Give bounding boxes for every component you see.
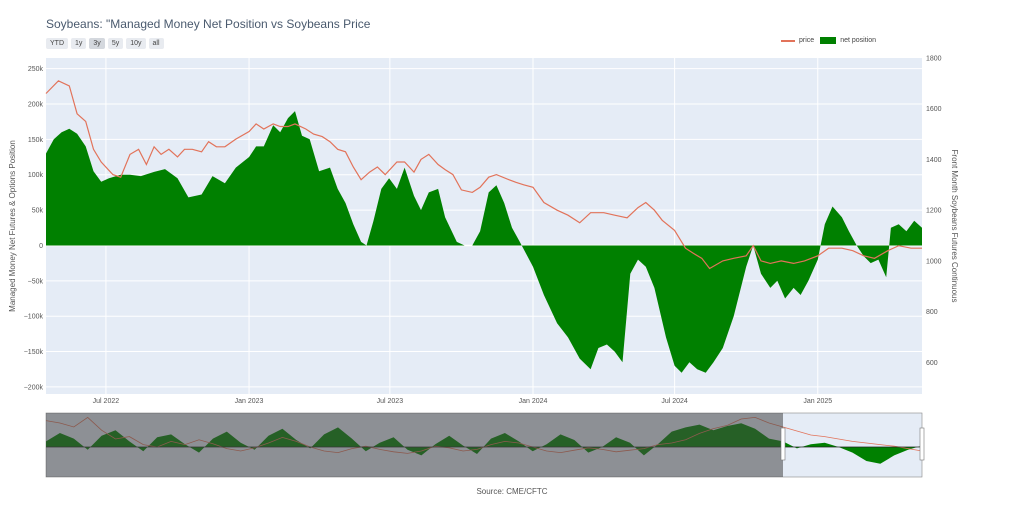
right-tick-label: 1000 (926, 258, 942, 265)
range-slider-mask (46, 413, 783, 477)
left-tick-label: −150k (24, 349, 44, 356)
range-slider-right-handle[interactable] (919, 427, 925, 461)
range-button-3y[interactable]: 3y (89, 38, 105, 49)
range-button-all[interactable]: all (148, 38, 164, 49)
range-button-5y[interactable]: 5y (107, 38, 124, 49)
range-button-ytd[interactable]: YTD (46, 38, 68, 49)
right-axis-title: Front Month Soybeans Futures Continuous (950, 150, 959, 303)
x-tick-label: Jul 2023 (377, 398, 404, 405)
left-tick-label: −50k (28, 278, 44, 285)
gridlines (46, 58, 922, 394)
right-axis-ticks: 1800 1600 1400 1200 1000 800 600 (926, 56, 942, 367)
left-tick-label: 250k (28, 66, 44, 73)
right-tick-label: 600 (926, 360, 938, 367)
source-note: Source: CME/CFTC (476, 487, 548, 496)
range-button-1y[interactable]: 1y (71, 38, 87, 49)
net-position-area (46, 111, 922, 373)
legend-price-swatch (781, 39, 795, 42)
left-tick-label: 100k (28, 172, 44, 179)
x-tick-label: Jul 2024 (661, 398, 688, 405)
chart-title: Soybeans: "Managed Money Net Position vs… (46, 17, 371, 31)
left-axis-title: Managed Money Net Futures & Options Posi… (8, 140, 17, 312)
right-tick-label: 800 (926, 309, 938, 316)
net-position-fill[interactable] (46, 111, 922, 373)
right-tick-label: 1800 (926, 56, 942, 63)
price-line (45, 80, 922, 270)
x-tick-label: Jan 2023 (235, 398, 264, 405)
left-tick-label: 0 (39, 243, 43, 250)
left-tick-label: 200k (28, 101, 44, 108)
legend: price net position (781, 37, 876, 44)
left-tick-label: 50k (32, 208, 44, 215)
legend-item-net-position[interactable]: net position (820, 37, 876, 44)
x-axis-ticks: Jul 2022 Jan 2023 Jul 2023 Jan 2024 Jul 2024… (93, 398, 833, 405)
range-slider[interactable] (45, 412, 925, 478)
left-axis-ticks: 250k 200k 150k 100k 50k 0 −50k −100k −150k −200k (24, 66, 44, 391)
x-tick-label: Jul 2022 (93, 398, 120, 405)
right-tick-label: 1400 (926, 157, 942, 164)
x-tick-label: Jan 2025 (803, 398, 832, 405)
legend-item-price[interactable]: price (781, 37, 814, 44)
range-selector: YTD 1y 3y 5y 10y all (46, 38, 164, 49)
right-tick-label: 1600 (926, 106, 942, 113)
x-tick-label: Jan 2024 (519, 398, 548, 405)
left-tick-label: −100k (24, 314, 44, 321)
price-polyline[interactable] (45, 80, 922, 270)
legend-net-position-label: net position (840, 37, 876, 44)
legend-price-label: price (799, 37, 815, 44)
left-tick-label: −200k (24, 384, 44, 391)
range-button-10y[interactable]: 10y (126, 38, 146, 49)
right-tick-label: 1200 (926, 208, 942, 215)
left-tick-label: 150k (28, 137, 44, 144)
range-slider-left-handle[interactable] (780, 427, 786, 461)
legend-net-position-swatch (820, 37, 837, 44)
